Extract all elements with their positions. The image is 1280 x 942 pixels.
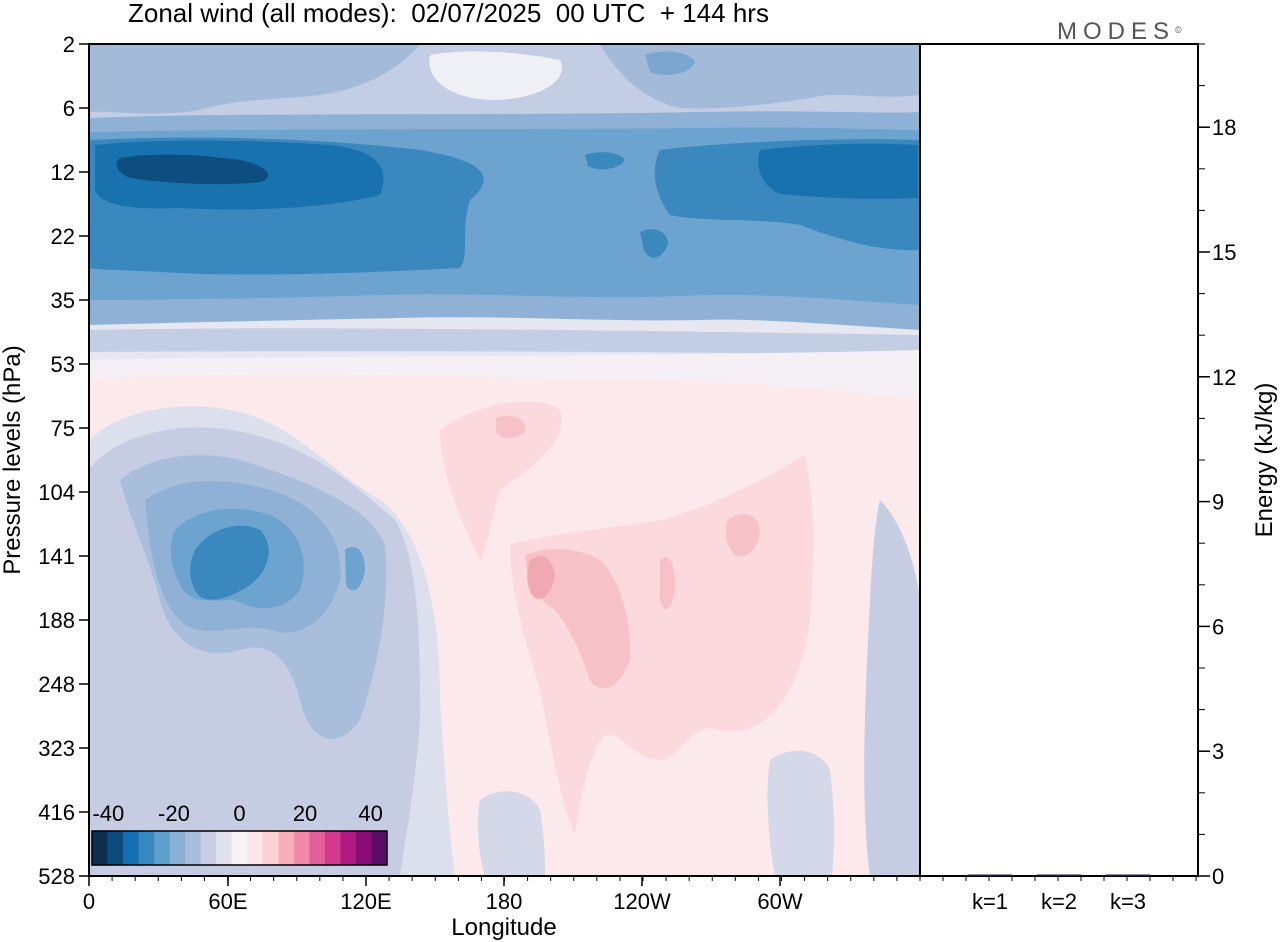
contour-top-spot xyxy=(645,51,695,75)
colorbar-tick-label: -40 xyxy=(92,801,124,826)
y-tick-label: 53 xyxy=(51,352,75,377)
contour-westerly-7 xyxy=(660,557,676,610)
brand-text: MODES xyxy=(1057,18,1176,45)
energy-axis: 0 3 6 9 12 15 18 xyxy=(1198,43,1236,889)
energy-axis-title: Energy (kJ/kg) xyxy=(1251,383,1278,538)
energy-tick-label: 6 xyxy=(1212,614,1224,639)
y-tick-label: 416 xyxy=(38,800,75,825)
bar-category-label: k=3 xyxy=(1110,889,1146,914)
energy-tick-label: 12 xyxy=(1212,365,1236,390)
contour-top-mid-1 xyxy=(89,44,420,114)
contour-lower-right-2 xyxy=(767,750,835,876)
colorbar-swatch xyxy=(231,831,248,865)
energy-tick-label: 0 xyxy=(1212,864,1224,889)
contour-westerly-6 xyxy=(496,415,526,438)
colorbar-swatch xyxy=(340,831,357,865)
colorbar-frame xyxy=(91,830,388,866)
y-tick-label: 248 xyxy=(38,672,75,697)
colorbar-swatch xyxy=(293,831,310,865)
colorbar-tick-label: 0 xyxy=(233,801,245,826)
brand-mark: © xyxy=(1175,25,1182,35)
x-axis-title: Longitude xyxy=(451,914,556,941)
y-tick-label: 323 xyxy=(38,736,75,761)
colorbar-swatch xyxy=(138,831,155,865)
x-tick-label: 60E xyxy=(208,889,247,914)
x-tick-label: 180 xyxy=(486,889,523,914)
contour-lower-right xyxy=(864,500,920,876)
contour-band-spot-1 xyxy=(585,152,625,170)
contour-lower-mid xyxy=(477,791,545,876)
colorbar-tick-label: 40 xyxy=(358,801,382,826)
colorbar-swatch xyxy=(123,831,140,865)
x-tick-label: 0 xyxy=(83,889,95,914)
energy-tick-label: 3 xyxy=(1212,739,1224,764)
colorbar-swatch xyxy=(107,831,124,865)
contour-lower-left-core xyxy=(190,525,269,600)
contour-band-darkest xyxy=(116,154,269,185)
contour-mid-light xyxy=(89,328,920,355)
y-tick-label: 75 xyxy=(51,416,75,441)
y-tick-label: 12 xyxy=(51,160,75,185)
colorbar-swatch xyxy=(371,831,388,865)
y-tick-label: 528 xyxy=(38,864,75,889)
colorbar: -40 -20 0 20 40 xyxy=(91,801,388,866)
y-tick-label: 22 xyxy=(51,224,75,249)
colorbar-tick-label: 20 xyxy=(293,801,317,826)
contour-lower-left-spot xyxy=(345,546,365,591)
y-tick-label: 6 xyxy=(63,96,75,121)
contour-westerly-4 xyxy=(527,556,555,599)
colorbar-swatch xyxy=(200,831,217,865)
y-tick-label: 141 xyxy=(38,544,75,569)
x-tick-label: 120E xyxy=(340,889,391,914)
x-tick-label: 60W xyxy=(757,889,802,914)
energy-bar xyxy=(968,874,1012,876)
colorbar-swatch xyxy=(154,831,171,865)
colorbar-swatch xyxy=(309,831,326,865)
heatmap-field xyxy=(89,44,920,876)
colorbar-swatch xyxy=(324,831,341,865)
contour-band-spot-2 xyxy=(640,229,668,258)
colorbar-swatch xyxy=(216,831,233,865)
colorbar-swatch xyxy=(262,831,279,865)
energy-bar xyxy=(1037,874,1081,876)
bar-panel-frame xyxy=(919,43,1199,877)
y-axis: 2 6 12 22 35 53 75 104 141 188 248 323 416 528 xyxy=(38,32,89,889)
colorbar-tick-label: -20 xyxy=(158,801,190,826)
x-tick-label: 120W xyxy=(613,889,671,914)
y-axis-title: Pressure levels (hPa) xyxy=(0,345,26,574)
contour-westerly-5 xyxy=(725,514,760,557)
energy-bars: k=1 k=2 k=3 xyxy=(968,874,1150,914)
y-tick-label: 35 xyxy=(51,288,75,313)
colorbar-swatch xyxy=(278,831,295,865)
x-axis: 0 60E 120E 180 120W 60W xyxy=(83,876,1197,914)
bar-category-label: k=2 xyxy=(1041,889,1077,914)
contour-band-core-east xyxy=(758,143,918,199)
contour-westerly-1 xyxy=(440,401,562,560)
contour-top-white-2 xyxy=(429,51,562,100)
colorbar-swatch xyxy=(92,831,109,865)
y-tick-label: 104 xyxy=(38,480,75,505)
colorbar-swatch xyxy=(169,831,186,865)
y-tick-label: 188 xyxy=(38,608,75,633)
energy-tick-label: 18 xyxy=(1212,115,1236,140)
energy-bar xyxy=(1106,874,1150,876)
chart-title: Zonal wind (all modes): 02/07/2025 00 UT… xyxy=(128,0,769,28)
colorbar-swatch xyxy=(185,831,202,865)
colorbar-swatch xyxy=(247,831,264,865)
brand-logo: MODES© xyxy=(1057,18,1182,46)
energy-tick-label: 15 xyxy=(1212,240,1236,265)
energy-tick-label: 9 xyxy=(1212,490,1224,515)
colorbar-swatch xyxy=(355,831,372,865)
y-tick-label: 2 xyxy=(63,32,75,57)
bar-category-label: k=1 xyxy=(972,889,1008,914)
